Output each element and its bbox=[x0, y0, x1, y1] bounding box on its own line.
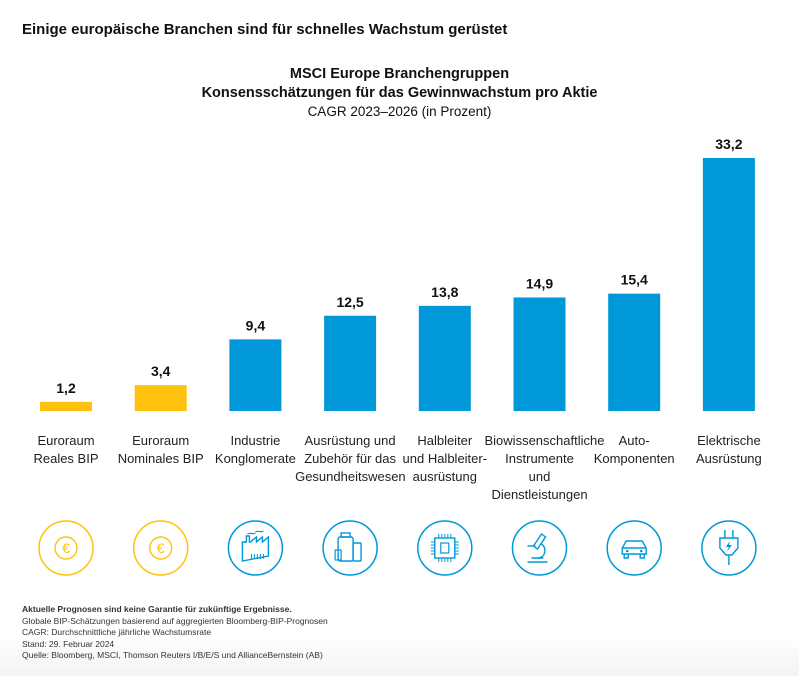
data-label: 12,5 bbox=[336, 294, 363, 310]
data-label: 9,4 bbox=[246, 317, 266, 333]
icon-circle bbox=[606, 520, 662, 576]
bar bbox=[40, 401, 92, 411]
category-label: Industrie Konglomerate bbox=[214, 433, 296, 466]
microscope-icon bbox=[527, 532, 548, 563]
bar-chart: 1,2 €3,4 €9,4 12,5 13,8 14,9 15,4 33,2 bbox=[38, 136, 757, 576]
bar bbox=[513, 297, 566, 411]
icon-circle bbox=[417, 520, 473, 576]
category-label: Elektrische Ausrüstung bbox=[696, 433, 762, 466]
icon-circle bbox=[701, 520, 757, 576]
category-label: Ausrüstung und Zubehör für das Gesundheits… bbox=[295, 433, 406, 484]
footnote: Aktuelle Prognosen sind keine Garantie f… bbox=[22, 604, 292, 614]
factory-icon bbox=[241, 530, 270, 562]
car-icon bbox=[621, 540, 647, 559]
bar bbox=[229, 339, 282, 411]
chip-icon bbox=[430, 534, 459, 562]
icon-circle bbox=[511, 520, 568, 576]
category-label: Euroraum Nominales BIP bbox=[117, 433, 204, 466]
euro-icon: € bbox=[148, 536, 173, 560]
chart-subtitle-cagr: CAGR 2023–2026 (in Prozent) bbox=[307, 104, 492, 119]
data-label: 15,4 bbox=[621, 272, 648, 288]
data-label: 33,2 bbox=[715, 136, 742, 152]
data-label: 14,9 bbox=[526, 275, 553, 291]
footnote: CAGR: Durchschnittliche jährliche Wachst… bbox=[22, 627, 212, 637]
bar bbox=[134, 385, 187, 411]
category-label: Biowissenschaftliche Instrumente und Dienst… bbox=[484, 433, 605, 502]
footnote: Quelle: Bloomberg, MSCI, Thomson Reuters… bbox=[22, 650, 323, 660]
data-label: 3,4 bbox=[151, 363, 171, 379]
medicine-bottles-icon bbox=[334, 532, 362, 562]
icon-circle bbox=[227, 520, 284, 576]
data-label: 1,2 bbox=[56, 380, 76, 396]
bar bbox=[324, 315, 377, 411]
plug-icon bbox=[719, 530, 739, 565]
category-label: Auto- Komponenten bbox=[593, 433, 675, 466]
footnote: Globale BIP-Schätzungen basierend auf ag… bbox=[22, 615, 328, 626]
bar bbox=[608, 293, 661, 411]
icon-circle bbox=[322, 520, 378, 576]
category-label: Euroraum Reales BIP bbox=[33, 433, 99, 466]
data-label: 13,8 bbox=[431, 284, 458, 300]
page-heading: Einige europäische Branchen sind für sch… bbox=[22, 21, 508, 38]
euro-icon: € bbox=[54, 536, 78, 560]
svg-text:€: € bbox=[62, 540, 70, 556]
category-label: Halbleiter und Halbleiter-ausrüstung bbox=[402, 433, 488, 484]
bar bbox=[702, 158, 755, 411]
chart-subtitle: Konsensschätzungen für das Gewinnwachstu… bbox=[201, 85, 598, 101]
icon-circle bbox=[132, 520, 189, 576]
bar bbox=[418, 305, 471, 411]
chart-title: MSCI Europe Branchengruppen bbox=[289, 66, 510, 82]
footnotes: Aktuelle Prognosen sind keine Garantie f… bbox=[22, 604, 328, 662]
bottom-fade bbox=[0, 636, 799, 676]
icon-circle bbox=[38, 520, 94, 576]
footnote: Stand: 29. Februar 2024 bbox=[22, 638, 115, 649]
svg-text:€: € bbox=[157, 540, 165, 556]
